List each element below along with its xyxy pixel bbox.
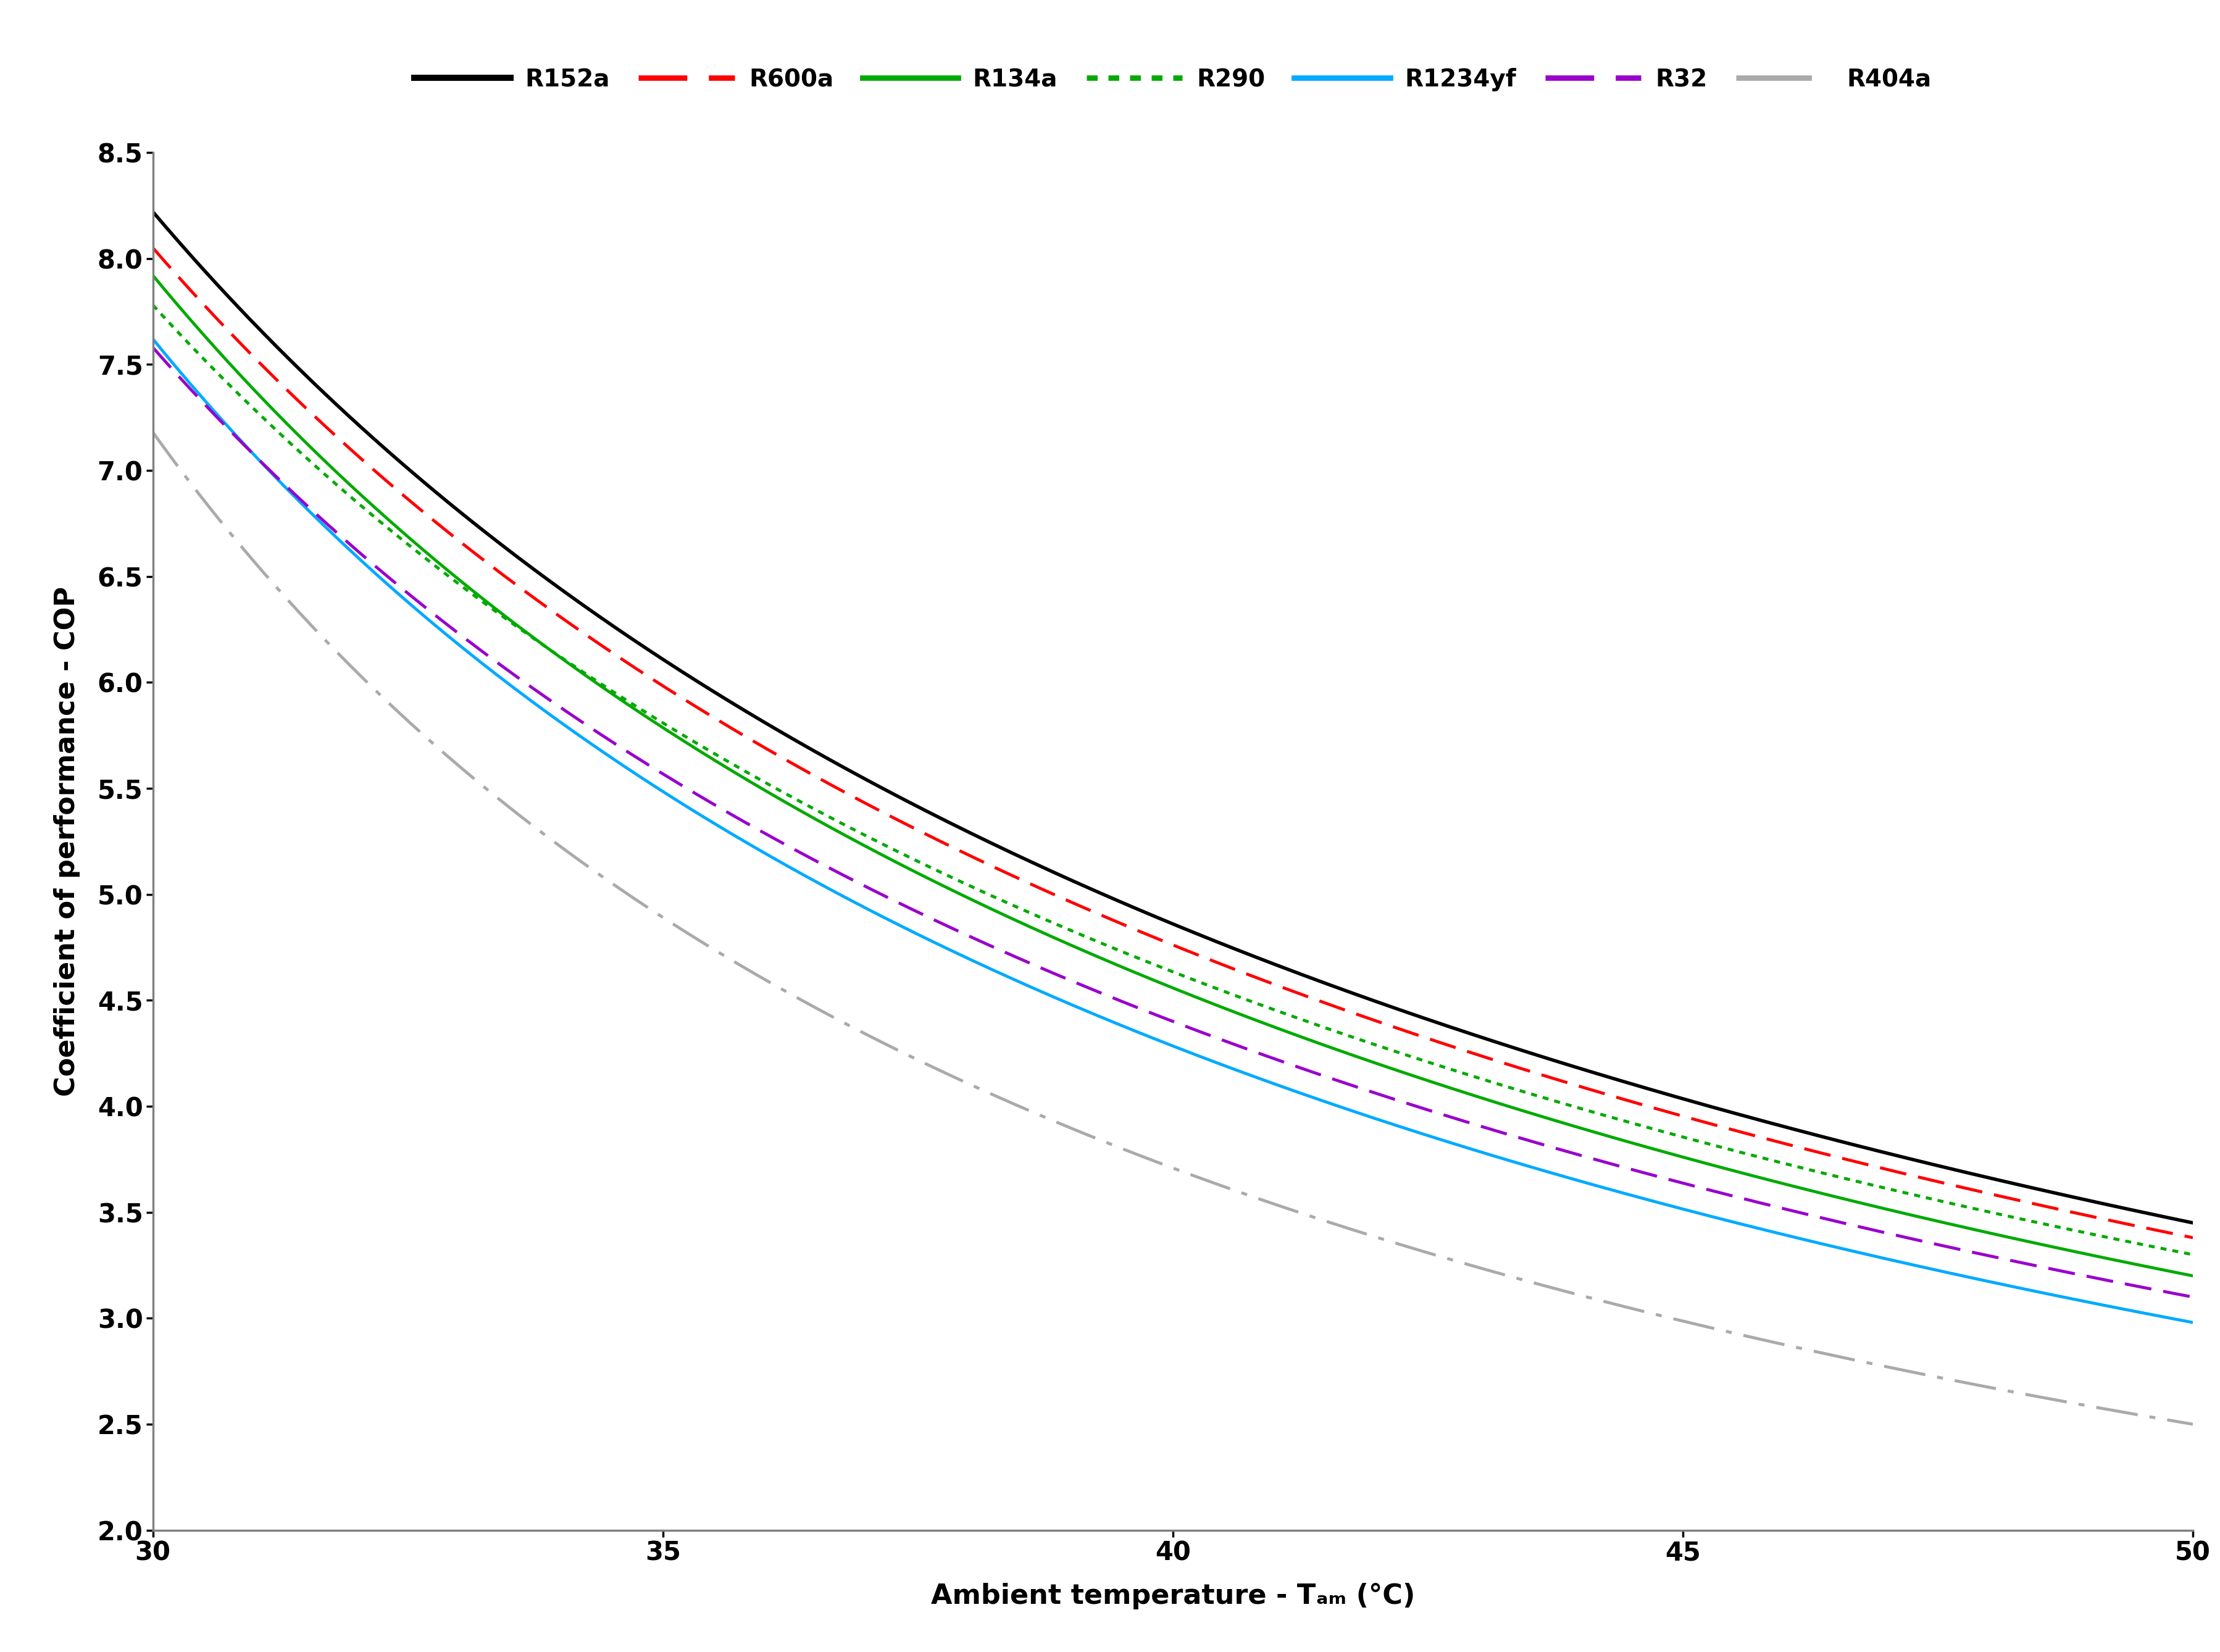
R134a	[1108, 957, 1134, 976]
R152a	[2180, 1213, 2207, 1232]
R152a	[1121, 897, 1148, 917]
R134a	[2131, 1256, 2158, 1275]
R600a	[1121, 919, 1148, 938]
R600a	[1812, 1145, 1838, 1165]
R290	[1121, 947, 1148, 966]
R290	[1243, 993, 1270, 1013]
R32	[1243, 1042, 1270, 1062]
R404a	[1121, 1143, 1148, 1163]
R134a	[1354, 1051, 1381, 1070]
R32	[1108, 991, 1134, 1011]
Line: R1234yf: R1234yf	[153, 339, 2193, 1323]
R290	[1354, 1032, 1381, 1052]
R152a	[2131, 1203, 2158, 1222]
R600a	[140, 238, 166, 258]
Line: R404a: R404a	[153, 433, 2193, 1424]
R1234yf	[2131, 1303, 2158, 1323]
Line: R290: R290	[153, 306, 2193, 1254]
R600a	[2131, 1218, 2158, 1237]
R290	[140, 296, 166, 316]
R290	[2180, 1244, 2207, 1264]
R404a	[1354, 1224, 1381, 1244]
R134a	[140, 266, 166, 286]
R134a	[1121, 961, 1148, 981]
R600a	[1243, 968, 1270, 988]
R404a	[1243, 1188, 1270, 1208]
R32	[1812, 1209, 1838, 1229]
R32	[2180, 1287, 2207, 1307]
R1234yf	[1121, 1021, 1148, 1041]
R404a	[1108, 1138, 1134, 1158]
Legend: R152a, R600a, R134a, R290, R1234yf, R32, R404a: R152a, R600a, R134a, R290, R1234yf, R32,…	[415, 68, 1931, 91]
R1234yf	[2180, 1313, 2207, 1333]
Line: R134a: R134a	[153, 276, 2193, 1275]
R152a	[1108, 892, 1134, 912]
R290	[2131, 1236, 2158, 1256]
R600a	[2180, 1227, 2207, 1247]
Y-axis label: Coefficient of performance - COP: Coefficient of performance - COP	[53, 586, 80, 1097]
R152a	[1243, 948, 1270, 968]
X-axis label: Ambient temperature - Tₐₘ (°C): Ambient temperature - Tₐₘ (°C)	[930, 1583, 1414, 1609]
Line: R32: R32	[153, 347, 2193, 1297]
R152a	[1354, 988, 1381, 1008]
R152a	[140, 202, 166, 221]
R32	[2131, 1277, 2158, 1297]
R290	[1108, 942, 1134, 961]
R32	[140, 337, 166, 357]
R134a	[2180, 1265, 2207, 1285]
R290	[1812, 1163, 1838, 1183]
Line: R152a: R152a	[153, 211, 2193, 1222]
R404a	[1812, 1343, 1838, 1363]
R134a	[1243, 1011, 1270, 1031]
R152a	[1812, 1127, 1838, 1146]
Line: R600a: R600a	[153, 248, 2193, 1237]
R1234yf	[1243, 1067, 1270, 1087]
R1234yf	[1108, 1016, 1134, 1036]
R600a	[1354, 1008, 1381, 1028]
R1234yf	[1812, 1234, 1838, 1254]
R600a	[1108, 914, 1134, 933]
R32	[1354, 1080, 1381, 1100]
R134a	[1812, 1184, 1838, 1204]
R32	[1121, 996, 1148, 1016]
R404a	[140, 423, 166, 443]
R1234yf	[140, 329, 166, 349]
R404a	[2131, 1406, 2158, 1426]
R404a	[2180, 1414, 2207, 1434]
R1234yf	[1354, 1105, 1381, 1125]
